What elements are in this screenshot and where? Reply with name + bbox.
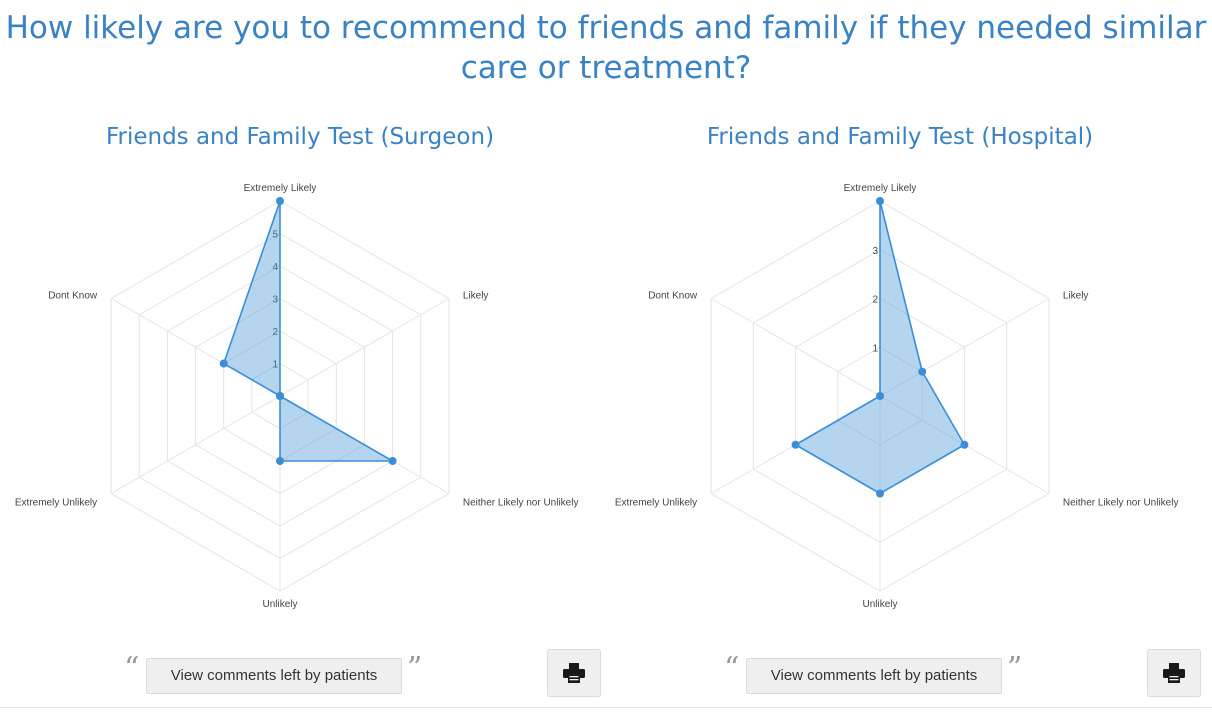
category-label: Extremely Likely [844,183,917,194]
chart-title-surgeon: Friends and Family Test (Surgeon) [105,124,495,150]
open-quote-icon: “ [724,651,740,686]
tick-label: 2 [872,295,878,306]
tick-label: 1 [272,360,278,371]
bottom-divider [0,707,1212,708]
grid-spoke [879,298,1050,397]
category-label: Extremely Unlikely [615,498,697,509]
radar-chart-surgeon: 1 2 3 4 5 Extremely Likely Likely Neither Likel… [15,183,579,610]
grid-spoke [110,395,281,494]
close-quote-icon: ” [1007,651,1023,686]
open-quote-icon: “ [124,651,140,686]
category-label: Extremely Likely [244,183,317,194]
chart-title-hospital: Friends and Family Test (Hospital) [706,124,1094,150]
series-area [794,200,966,495]
data-point[interactable] [876,392,884,400]
data-point[interactable] [219,359,228,368]
category-label: Unlikely [862,599,897,610]
tick-label: 1 [872,343,878,354]
category-label: Likely [1063,291,1089,302]
data-point[interactable] [276,197,284,205]
print-button-hospital[interactable] [1147,649,1201,697]
close-quote-icon: ” [407,651,423,686]
printer-icon [1163,663,1185,683]
print-button-surgeon[interactable] [547,649,601,697]
tick-label: 4 [272,262,278,273]
tick-label: 3 [872,246,878,257]
page-title: How likely are you to recommend to frien… [5,10,1207,86]
data-point[interactable] [876,489,884,498]
category-label: Extremely Unlikely [15,498,97,509]
radar-chart-hospital: 1 2 3 Extremely Likely Likely Neither Likely … [615,183,1179,610]
tick-label: 3 [272,295,278,306]
series-area [222,200,394,462]
grid-spoke [710,298,881,397]
category-label: Neither Likely nor Unlikely [463,498,579,509]
data-point[interactable] [791,440,800,449]
tick-label: 2 [272,327,278,338]
grid-spoke [279,298,450,397]
data-point[interactable] [276,392,284,400]
category-label: Unlikely [262,599,297,610]
category-label: Dont Know [48,291,98,302]
data-point[interactable] [276,457,284,465]
category-label: Dont Know [648,291,698,302]
data-point[interactable] [960,440,969,449]
printer-icon [563,663,585,683]
tick-label: 5 [272,230,278,241]
view-comments-button-surgeon[interactable]: View comments left by patients [146,658,402,694]
data-point[interactable] [876,197,884,205]
data-point[interactable] [918,367,927,376]
category-label: Likely [463,291,489,302]
category-label: Neither Likely nor Unlikely [1063,498,1179,509]
view-comments-button-hospital[interactable]: View comments left by patients [746,658,1002,694]
data-point[interactable] [388,457,397,465]
